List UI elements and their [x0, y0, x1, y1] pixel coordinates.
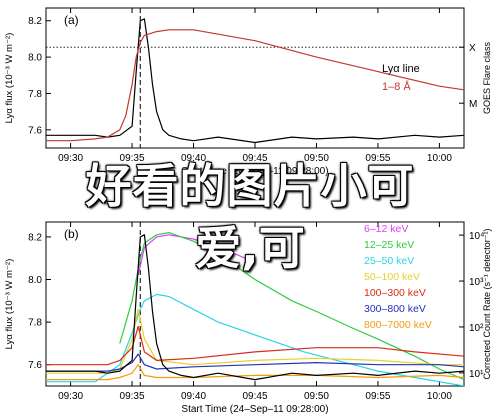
series-line-6-12-kev: [137, 234, 256, 276]
x-axis-label: Start Time (24–Sep–11 09:28:00): [181, 404, 328, 415]
legend-item: 100–300 keV: [364, 287, 426, 299]
series-group: [46, 18, 464, 144]
legend-item: 50–100 keV: [364, 271, 420, 283]
y2-tick-label: 10¹: [469, 369, 484, 380]
y-tick-label: 8.2: [28, 16, 42, 27]
y-axis-label: Lyα flux (10⁻³ W m⁻²): [4, 259, 15, 350]
x-tick-label: 09:30: [58, 153, 83, 164]
panel-label: (a): [64, 13, 79, 27]
chart-panel-b: 09:30 09:35 09:40 09:45 09:50 09:55 10:00 7.6 7.…: [4, 221, 492, 415]
x-tick-label: 09:50: [304, 153, 329, 164]
x-tick-label: 10:00: [427, 391, 452, 402]
y2-axis-label: GOES Flare class: [482, 41, 492, 114]
y2-tick-label: 10⁴: [469, 231, 484, 242]
legend-item: Lyα line: [382, 63, 420, 75]
series-line-12-25-kev: [119, 232, 464, 381]
series-line-800-7000-kev: [46, 364, 464, 381]
y2-tick-label: 10³: [469, 277, 484, 288]
y-tick-label: 7.8: [28, 89, 42, 100]
y-axis-label: Lyα flux (10⁻³ W m⁻²): [4, 33, 15, 124]
y2-axis-label: Corrected Count Rate (s⁻¹ detector⁻¹): [482, 228, 492, 379]
overlay-caption-line1: 好看的图片小可: [85, 159, 415, 213]
x-tick-label: 09:35: [120, 153, 145, 164]
series-line-300-800-kev: [46, 353, 464, 372]
x-tick-label: 09:45: [242, 391, 267, 402]
y-tick-label: 8.0: [28, 275, 42, 286]
x-tick-label: 09:55: [365, 153, 390, 164]
series-line-1-8: [46, 29, 464, 142]
series-line-ly-line: [46, 18, 464, 144]
panel-label: (b): [64, 227, 79, 241]
y-tick-label: 7.6: [28, 360, 42, 371]
y2-tick-label: M: [469, 99, 477, 110]
legend-item: 6–12 keV: [364, 223, 408, 235]
y-tick-label: 8.2: [28, 232, 42, 243]
y2-tick-label: 10²: [469, 323, 484, 334]
x-tick-label: 09:40: [181, 153, 206, 164]
series-line-25-50-kev: [46, 293, 464, 386]
series-line-ly-line: [46, 234, 464, 381]
legend-item: 12–25 keV: [364, 239, 414, 251]
x-tick-label: 10:00: [427, 153, 452, 164]
overlay-caption-line2: 爱,可: [195, 221, 305, 275]
x-tick-label: 09:45: [242, 153, 267, 164]
chart-panel-a: 09:30 09:35 09:40 09:45 09:50 09:55 10:00 7.6 7.…: [4, 7, 492, 177]
x-tick-label: 09:30: [58, 391, 83, 402]
legend-item: 300–800 keV: [364, 303, 426, 315]
x-tick-label: 09:55: [365, 391, 390, 402]
series-group: [46, 232, 464, 386]
x-axis-label: Start Time (24–Sep–11 09:28:00): [181, 166, 328, 177]
series-line-100-300-kev: [46, 325, 464, 366]
y-tick-label: 7.6: [28, 125, 42, 136]
legend-item: 1–8 Å: [382, 80, 411, 93]
legend-item: 800–7000 keV: [364, 319, 432, 331]
plot-frame: [45, 7, 465, 149]
x-tick-label: 09:35: [120, 391, 145, 402]
y2-tick-label: X: [469, 43, 476, 54]
y-tick-label: 7.8: [28, 318, 42, 329]
y-tick-label: 8.0: [28, 53, 42, 64]
x-tick-label: 09:50: [304, 391, 329, 402]
x-tick-label: 09:40: [181, 391, 206, 402]
legend-item: 25–50 keV: [364, 255, 414, 267]
